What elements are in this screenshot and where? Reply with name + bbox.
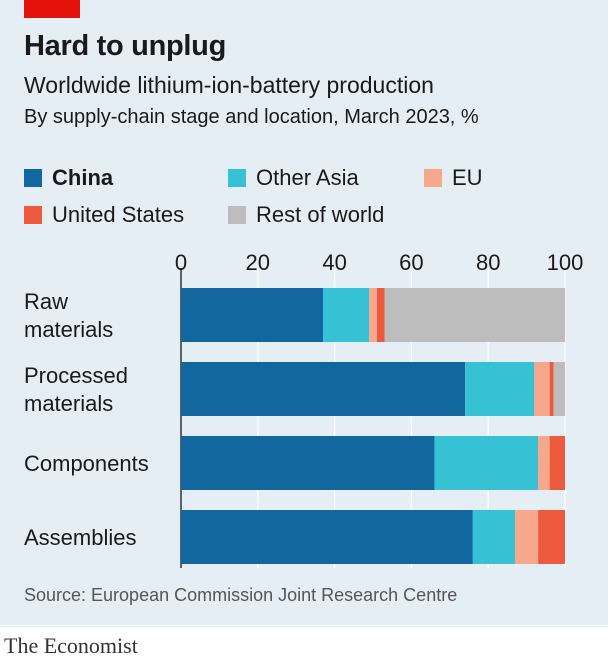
- chart-subsubtitle: By supply-chain stage and location, Marc…: [24, 106, 479, 128]
- legend-swatch-china: [24, 169, 42, 187]
- bar-processed-materials-eu: [534, 362, 550, 416]
- bar-processed-materials-rest-of-world: [553, 362, 565, 416]
- bar-components-china: [181, 436, 435, 490]
- legend-item-united-states: United States: [24, 202, 184, 228]
- x-tick-label-0: 0: [175, 250, 187, 275]
- bar-raw-materials-rest-of-world: [384, 288, 565, 342]
- x-tick-label-40: 40: [322, 250, 346, 275]
- footer: The Economist: [0, 627, 608, 662]
- legend-item-other-asia: Other Asia: [228, 165, 359, 191]
- legend-swatch-united-states: [24, 206, 42, 224]
- x-tick-label-60: 60: [399, 250, 423, 275]
- category-label-raw-materials: Raw materials: [24, 289, 113, 342]
- legend: China Other Asia EU United States Rest o…: [0, 0, 608, 240]
- x-tick-label-20: 20: [246, 250, 270, 275]
- bar-raw-materials-united-states: [376, 288, 385, 342]
- x-tick-labels: 0 20 40 60 80 100: [175, 250, 583, 275]
- x-tick-label-80: 80: [476, 250, 500, 275]
- bar-assemblies-eu: [515, 510, 539, 564]
- brand-logo: The Economist: [4, 633, 138, 658]
- bar-processed-materials-china: [181, 362, 466, 416]
- x-tick-label-100: 100: [547, 250, 584, 275]
- legend-label-rest-of-world: Rest of world: [256, 202, 385, 227]
- footer-divider: [0, 625, 608, 626]
- bars: [181, 288, 565, 564]
- legend-label-china: China: [52, 165, 114, 190]
- legend-label-other-asia: Other Asia: [256, 165, 359, 190]
- bar-chart: 0 20 40 60 80 100 Raw materials Processed materi…: [24, 250, 583, 568]
- legend-swatch-other-asia: [228, 169, 246, 187]
- source-note: Source: European Commission Joint Resear…: [24, 585, 458, 605]
- legend-label-united-states: United States: [52, 202, 185, 227]
- legend-item-eu: EU: [424, 165, 483, 191]
- bar-processed-materials-other-asia: [465, 362, 535, 416]
- legend-swatch-rest-of-world: [228, 206, 246, 224]
- legend-label-eu: EU: [452, 165, 483, 190]
- bar-assemblies-china: [181, 510, 473, 564]
- bar-components-other-asia: [434, 436, 539, 490]
- bar-assemblies-united-states: [538, 510, 565, 564]
- category-label-assemblies: Assemblies: [24, 525, 136, 550]
- bar-processed-materials-united-states: [549, 362, 554, 416]
- chart-subtitle: Worldwide lithium-ion-battery production: [24, 72, 434, 98]
- bar-components-eu: [538, 436, 550, 490]
- bar-raw-materials-eu: [369, 288, 377, 342]
- legend-item-rest-of-world: Rest of world: [228, 202, 384, 228]
- bar-components-united-states: [549, 436, 565, 490]
- legend-swatch-eu: [424, 169, 442, 187]
- bar-raw-materials-other-asia: [323, 288, 370, 342]
- bar-raw-materials-china: [181, 288, 324, 342]
- chart-title: Hard to unplug: [24, 30, 226, 62]
- category-label-components: Components: [24, 451, 149, 476]
- category-label-processed-materials: Processed materials: [24, 363, 128, 416]
- bar-assemblies-other-asia: [472, 510, 516, 564]
- category-labels: Raw materials Processed materials Components…: [24, 289, 149, 550]
- legend-item-china: China: [24, 165, 113, 191]
- brand-red-tag: [24, 0, 80, 18]
